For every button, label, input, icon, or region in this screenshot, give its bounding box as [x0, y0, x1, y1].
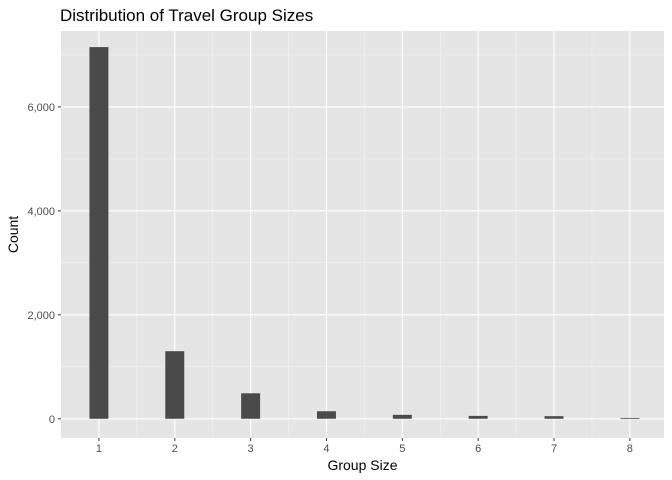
- bar: [544, 416, 564, 419]
- y-tick-label: 4,000: [27, 206, 55, 218]
- y-tick-label: 0: [49, 414, 55, 426]
- bar: [392, 414, 412, 419]
- x-tick-label: 2: [172, 443, 178, 455]
- y-tick-label: 6,000: [27, 102, 55, 114]
- bar: [620, 417, 640, 419]
- bar: [316, 411, 336, 419]
- x-tick-label: 6: [475, 443, 481, 455]
- x-axis: 1 2 3 4 5 6 7 8: [96, 438, 633, 455]
- bar: [165, 351, 185, 419]
- plot-panel: [61, 31, 664, 438]
- x-tick-label: 1: [96, 443, 102, 455]
- bar: [241, 393, 261, 419]
- y-axis-title: Count: [5, 216, 21, 253]
- x-tick-label: 8: [627, 443, 633, 455]
- bar: [89, 47, 109, 419]
- grid-minor: [61, 31, 664, 438]
- x-tick-label: 3: [248, 443, 254, 455]
- x-tick-label: 4: [323, 443, 329, 455]
- x-axis-title: Group Size: [327, 457, 397, 473]
- chart-title: Distribution of Travel Group Sizes: [60, 6, 313, 25]
- x-tick-label: 7: [551, 443, 557, 455]
- grid-major: [61, 31, 664, 438]
- bars: [89, 47, 640, 419]
- y-tick-label: 2,000: [27, 310, 55, 322]
- y-axis: 0 2,000 4,000 6,000: [27, 102, 61, 426]
- bar: [468, 415, 488, 419]
- x-tick-label: 5: [399, 443, 405, 455]
